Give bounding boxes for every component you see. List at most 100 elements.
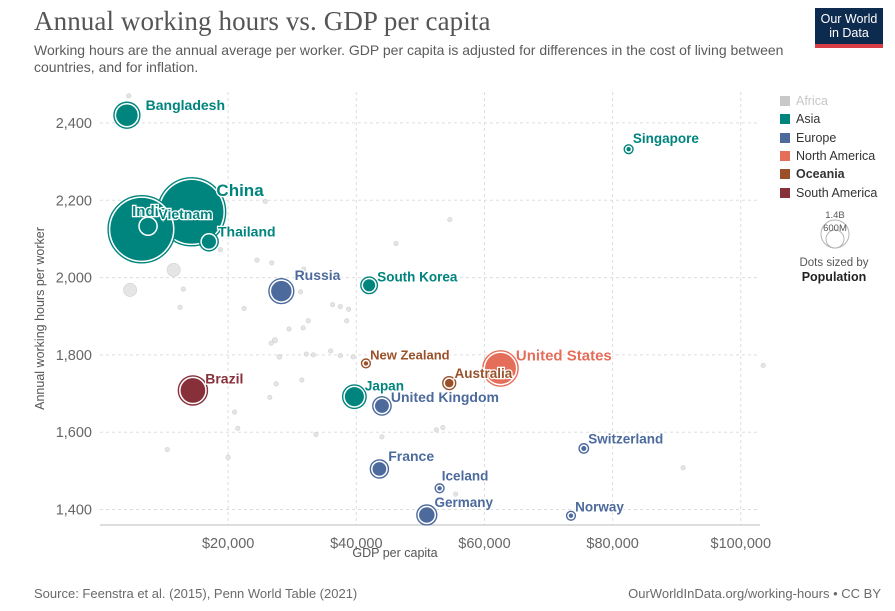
country-label: Singapore <box>633 131 700 146</box>
background-country-dot <box>337 304 343 310</box>
legend-swatch <box>780 114 790 125</box>
legend-swatch <box>780 169 790 180</box>
country-dot <box>581 445 587 451</box>
background-country-dot <box>301 266 307 272</box>
background-country-dot <box>267 394 273 400</box>
country-label: Thailand <box>218 224 276 240</box>
background-country-dot <box>305 318 311 324</box>
country-dot <box>201 234 216 249</box>
background-country-dot <box>286 326 292 332</box>
logo-line-1: Our World <box>820 12 878 26</box>
country-label: Switzerland <box>588 431 663 446</box>
background-country-dot <box>262 198 268 204</box>
background-country-dot <box>269 260 275 266</box>
x-tick-label: $100,000 <box>711 536 771 552</box>
background-country-dot <box>126 93 132 99</box>
background-country-dot <box>241 305 247 311</box>
legend-label: South America <box>796 185 878 200</box>
background-country-dot <box>166 262 181 277</box>
legend-label: North America <box>796 149 876 164</box>
background-country-dot <box>393 241 399 247</box>
size-note-line-2: Population <box>801 270 867 284</box>
background-country-dot <box>350 354 356 360</box>
background-country-dot <box>328 348 334 354</box>
background-country-dot <box>235 425 241 431</box>
legend-swatch <box>780 96 790 107</box>
country-label: Australia <box>454 366 512 381</box>
y-tick-label: 2,200 <box>56 193 92 209</box>
country-dot <box>271 280 292 302</box>
legend-swatch <box>780 132 790 143</box>
background-country-dot <box>232 409 238 415</box>
background-country-dot <box>254 257 260 263</box>
background-country-dot <box>273 381 279 387</box>
background-country-dot <box>164 447 170 453</box>
x-tick-label: $40,000 <box>330 536 382 552</box>
legend-swatch <box>780 151 790 162</box>
background-country-dot <box>344 318 350 324</box>
background-country-dot <box>379 434 385 440</box>
legend-item-africa[interactable]: Africa <box>780 92 877 110</box>
data-points <box>107 93 766 526</box>
x-tick-label: $80,000 <box>586 536 638 552</box>
legend-label: Asia <box>796 112 821 127</box>
background-country-dot <box>310 352 316 358</box>
size-label-large: 1.4B <box>825 210 845 221</box>
chart-title: Annual working hours vs. GDP per capita <box>34 6 491 36</box>
country-dot <box>372 462 387 476</box>
country-label: Vietnam <box>158 206 212 222</box>
owid-logo[interactable]: Our World in Data <box>815 8 883 48</box>
license-link[interactable]: OurWorldInData.org/working-hours • CC BY <box>628 586 881 601</box>
legend-label: Europe <box>796 130 837 145</box>
country-dot <box>626 147 631 152</box>
country-label: Iceland <box>442 468 489 483</box>
legend-item-south-america[interactable]: South America <box>780 183 877 201</box>
background-country-dot <box>303 351 309 357</box>
y-tick-label: 1,600 <box>56 425 92 441</box>
size-legend-circles: 1.4B 600M <box>820 210 850 249</box>
background-country-dot <box>440 425 446 431</box>
background-country-dot <box>217 247 223 253</box>
background-country-dot <box>123 283 138 297</box>
y-axis-label: Annual working hours per worker <box>33 227 47 410</box>
background-country-dot <box>447 217 453 223</box>
background-country-dot <box>433 427 439 433</box>
logo-line-2: in Data <box>829 26 869 40</box>
background-country-dot <box>225 454 231 460</box>
legend-item-asia[interactable]: Asia <box>780 110 877 128</box>
background-country-dot <box>680 465 686 471</box>
country-dot <box>374 398 389 413</box>
legend-item-europe[interactable]: Europe <box>780 129 877 147</box>
country-label: Japan <box>365 379 404 394</box>
country-dot <box>437 486 442 491</box>
background-country-dot <box>330 302 336 308</box>
background-country-dot <box>346 306 352 312</box>
country-dot <box>139 217 157 235</box>
size-note: Dots sized by Population <box>784 256 884 285</box>
x-tick-label: $20,000 <box>202 536 254 552</box>
country-dot <box>180 378 206 403</box>
legend-item-oceania[interactable]: Oceania <box>780 165 877 183</box>
y-tick-label: 2,000 <box>56 271 92 287</box>
country-dot <box>344 387 364 407</box>
country-label: Bangladesh <box>146 97 225 113</box>
background-country-dot <box>298 289 304 295</box>
size-label-small: 600M <box>823 223 847 234</box>
size-legend: 1.4B 600M <box>790 210 880 259</box>
legend-item-north-america[interactable]: North America <box>780 147 877 165</box>
background-country-dot <box>268 340 274 346</box>
country-label: South Korea <box>377 269 458 284</box>
background-country-dot <box>313 432 319 438</box>
country-label: Norway <box>575 500 624 515</box>
y-tick-label: 1,800 <box>56 348 92 364</box>
background-country-dot <box>299 377 305 383</box>
country-label: Brazil <box>205 370 243 386</box>
background-country-dot <box>453 491 459 497</box>
y-tick-label: 1,400 <box>56 503 92 519</box>
country-dot <box>419 507 435 523</box>
country-label: United Kingdom <box>391 389 499 405</box>
size-circle-small <box>825 229 845 249</box>
country-label: India <box>132 203 168 220</box>
source-note: Source: Feenstra et al. (2015), Penn Wor… <box>34 586 358 601</box>
country-label: Russia <box>295 267 341 283</box>
